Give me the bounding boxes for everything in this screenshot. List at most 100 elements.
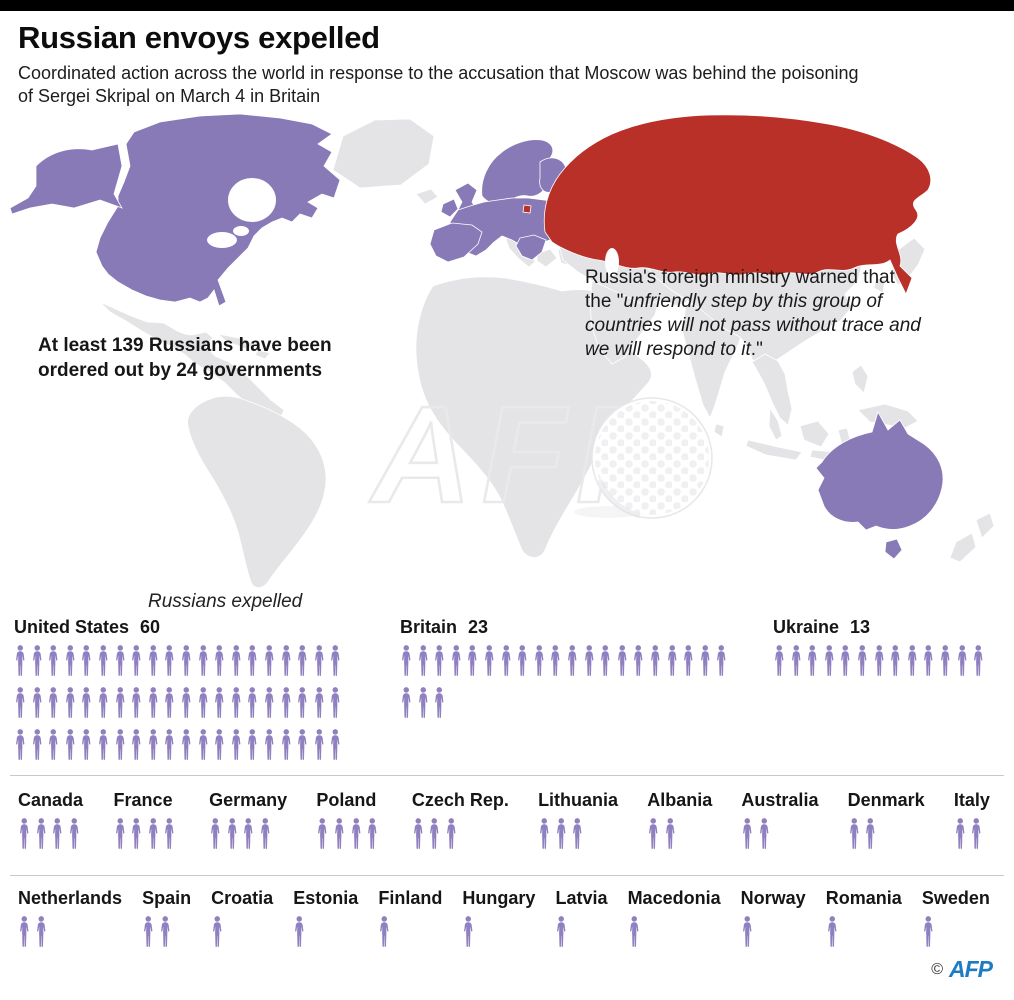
- pictogram-title: Russians expelled: [148, 591, 303, 612]
- pictogram-icons: [462, 916, 535, 958]
- country-name: Croatia: [211, 888, 274, 908]
- pictogram-block-spain: Spain: [142, 888, 191, 958]
- person-icon: [213, 729, 226, 762]
- person-icon: [31, 687, 44, 720]
- person-icon: [889, 645, 902, 678]
- country-name: Finland: [378, 888, 443, 908]
- person-icon: [699, 645, 712, 678]
- person-icon: [130, 687, 143, 720]
- country-name: Romania: [825, 888, 902, 908]
- person-icon: [428, 818, 441, 851]
- person-icon: [226, 818, 239, 851]
- map-region-ireland: [440, 198, 459, 218]
- pictogram-block-denmark: Denmark: [848, 790, 925, 860]
- person-icon: [922, 916, 935, 949]
- person-icon: [47, 645, 60, 678]
- person-icon: [180, 687, 193, 720]
- map-region-new-zealand-north: [975, 512, 995, 539]
- country-name: Hungary: [462, 888, 536, 908]
- person-icon: [14, 687, 27, 720]
- pictogram-icons: [211, 916, 273, 958]
- map-region-russia: [543, 114, 932, 295]
- person-icon: [856, 645, 869, 678]
- person-icon: [864, 818, 877, 851]
- person-icon: [263, 729, 276, 762]
- person-icon: [114, 818, 127, 851]
- person-icon: [246, 729, 259, 762]
- map-region-south-america: [187, 395, 327, 589]
- person-icon: [14, 645, 27, 678]
- pictogram-block-finland: Finland: [378, 888, 442, 958]
- country-name: Estonia: [293, 888, 359, 908]
- country-name: Britain: [400, 617, 458, 637]
- person-icon: [647, 818, 660, 851]
- country-name: Germany: [209, 790, 288, 810]
- person-icon: [632, 645, 645, 678]
- person-icon: [147, 729, 160, 762]
- map-region-tasmania: [884, 538, 903, 560]
- country-value: 13: [850, 617, 871, 637]
- person-icon: [147, 687, 160, 720]
- person-icon: [246, 645, 259, 678]
- pictogram-block-germany: Germany: [209, 790, 287, 860]
- person-icon: [826, 916, 839, 949]
- person-icon: [664, 818, 677, 851]
- great-lakes: [207, 232, 237, 248]
- person-icon: [555, 818, 568, 851]
- pictogram-section-major: United States 60 Britain 23 Ukraine 13: [0, 617, 1014, 775]
- person-icon: [682, 645, 695, 678]
- person-icon: [35, 916, 48, 949]
- person-icon: [970, 818, 983, 851]
- country-name: Italy: [953, 790, 990, 810]
- pictogram-icons: [209, 818, 287, 860]
- person-icon: [666, 645, 679, 678]
- person-icon: [242, 818, 255, 851]
- map-region-malay-peninsula: [768, 406, 783, 441]
- map-region-hispaniola: [254, 349, 271, 360]
- person-icon: [64, 645, 77, 678]
- person-icon: [839, 645, 852, 678]
- person-icon: [64, 687, 77, 720]
- person-icon: [616, 645, 629, 678]
- country-name: United States: [14, 617, 130, 637]
- country-name: Netherlands: [18, 888, 123, 908]
- person-icon: [280, 729, 293, 762]
- person-icon: [180, 729, 193, 762]
- person-icon: [263, 645, 276, 678]
- person-icon: [80, 645, 93, 678]
- divider: [10, 775, 1004, 776]
- pictogram-block-united-states: United States 60: [14, 617, 354, 771]
- person-icon: [114, 645, 127, 678]
- person-icon: [417, 645, 430, 678]
- person-icon: [758, 818, 771, 851]
- pictogram-block-estonia: Estonia: [293, 888, 358, 958]
- map-region-alaska: [9, 143, 123, 215]
- person-icon: [230, 645, 243, 678]
- country-name: Australia: [741, 790, 819, 810]
- person-icon: [163, 687, 176, 720]
- person-icon: [433, 645, 446, 678]
- person-icon: [280, 687, 293, 720]
- person-icon: [114, 729, 127, 762]
- map-region-mexico-central-america: [99, 301, 285, 420]
- person-icon: [163, 729, 176, 762]
- person-icon: [47, 729, 60, 762]
- map-region-australia: [815, 410, 944, 531]
- country-name: Lithuania: [538, 790, 619, 810]
- person-icon: [18, 818, 31, 851]
- country-name: Ukraine: [773, 617, 840, 637]
- pictogram-icons: [628, 916, 721, 958]
- person-icon: [259, 818, 272, 851]
- person-icon: [211, 916, 224, 949]
- country-name: Poland: [316, 790, 377, 810]
- map-region-new-zealand-south: [949, 532, 977, 563]
- person-icon: [906, 645, 919, 678]
- person-icon: [400, 687, 413, 720]
- pictogram-block-lithuania: Lithuania: [538, 790, 618, 860]
- person-icon: [412, 818, 425, 851]
- world-map: AFP: [0, 110, 1014, 595]
- person-icon: [246, 687, 259, 720]
- person-icon: [516, 645, 529, 678]
- person-icon: [538, 818, 551, 851]
- map-region-philippines: [851, 364, 869, 394]
